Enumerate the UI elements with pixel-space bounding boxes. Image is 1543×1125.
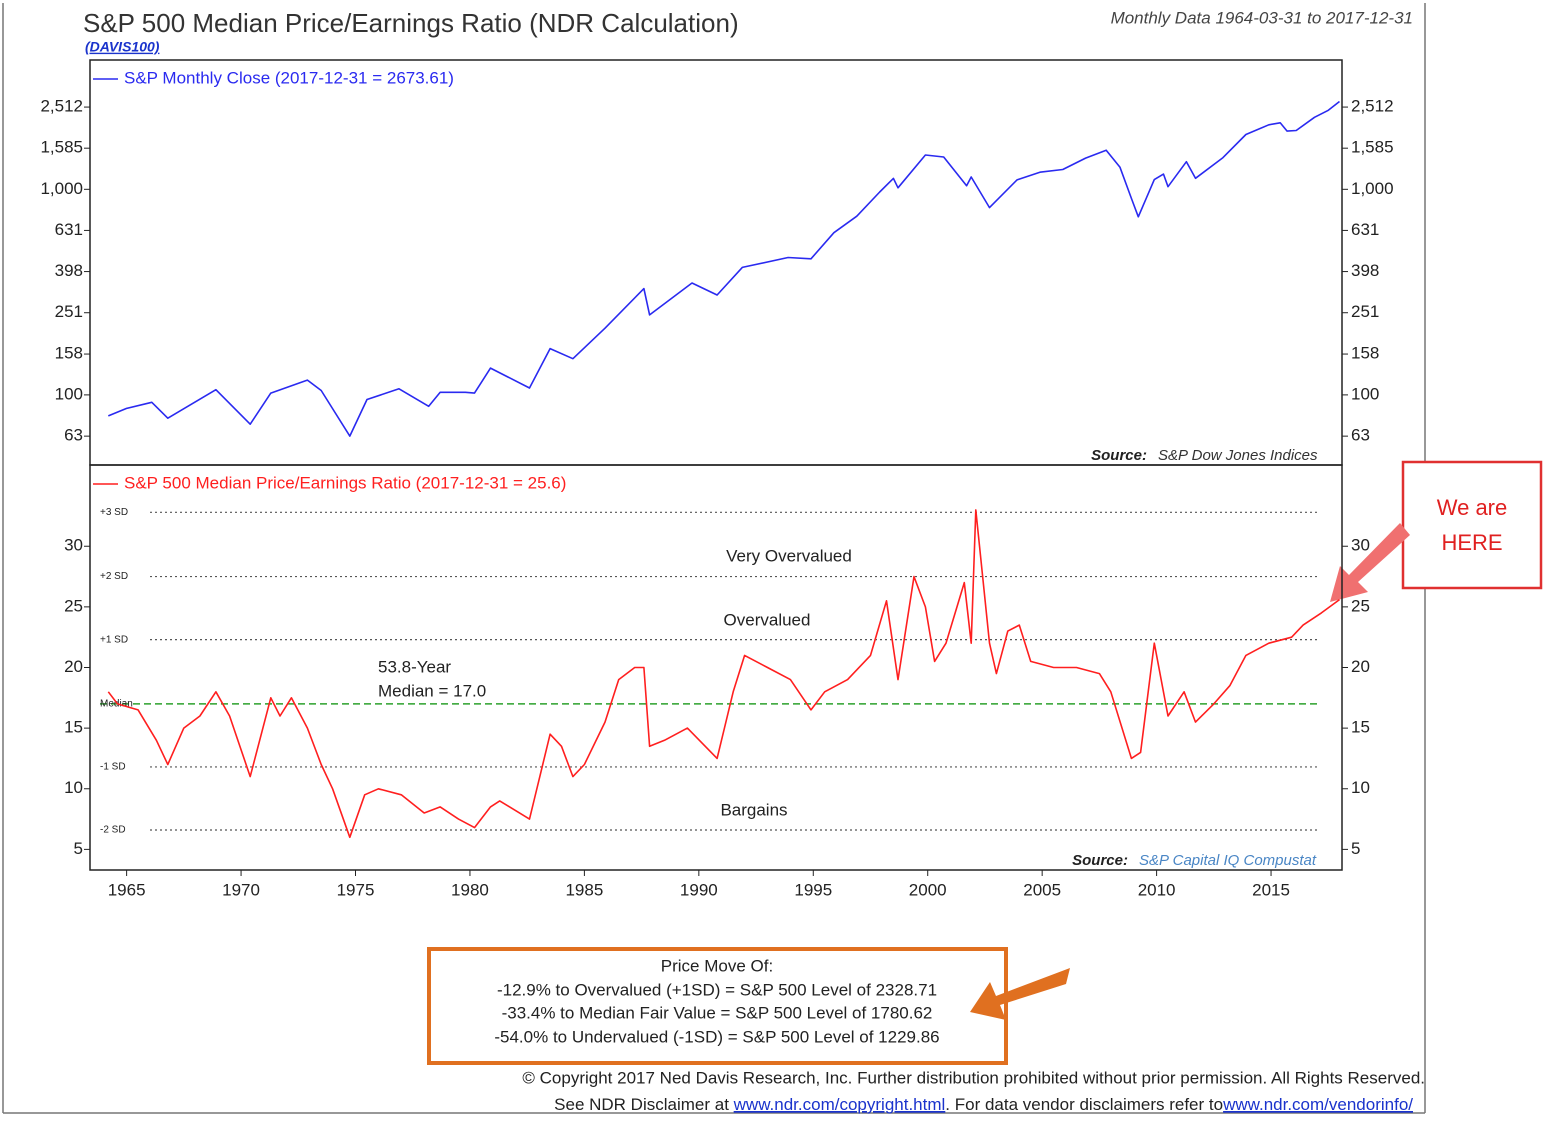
link[interactable]: www.ndr.com/copyright.html (733, 1095, 946, 1114)
y-tick-label: 10 (1351, 778, 1370, 797)
y-tick-label: 25 (1351, 596, 1370, 615)
source-text: S&P Capital IQ Compustat (1139, 852, 1317, 869)
frame (2, 3, 1426, 1114)
x-tick-label: 1980 (451, 880, 489, 899)
y-tick-label: 631 (1351, 220, 1379, 239)
link[interactable]: www.ndr.com/vendorinfo/ (1222, 1095, 1413, 1114)
zone-label: Very Overvalued (726, 546, 852, 565)
title: S&P 500 Median Price/Earnings Ratio (NDR… (83, 8, 739, 38)
median-note: Median = 17.0 (378, 681, 486, 700)
y-tick-label: 1,585 (40, 138, 83, 157)
y-tick-label: 20 (64, 657, 83, 676)
callout-text: HERE (1441, 530, 1502, 555)
y-tick-label: 63 (64, 426, 83, 445)
callout-text: We are (1437, 495, 1508, 520)
y-tick-label: 158 (55, 344, 83, 363)
zone-label: Overvalued (724, 610, 811, 629)
y-tick-label: 100 (55, 384, 83, 403)
pink-arrow (1330, 523, 1410, 602)
price-move-line: -54.0% to Undervalued (-1SD) = S&P 500 L… (494, 1027, 939, 1046)
series-line (107, 509, 1340, 839)
x-tick-label: 1995 (794, 880, 832, 899)
y-tick-label: 398 (1351, 261, 1379, 280)
x-tick-label: 1990 (680, 880, 718, 899)
y-tick-label: 30 (64, 536, 83, 555)
y-tick-label: 63 (1351, 426, 1370, 445)
y-tick-label: 158 (1351, 344, 1379, 363)
legend-label: S&P Monthly Close (2017-12-31 = 2673.61) (124, 68, 454, 87)
x-tick-label: 1985 (565, 880, 603, 899)
y-tick-label: 20 (1351, 657, 1370, 676)
plot-frame (89, 59, 1343, 466)
y-tick-label: 15 (64, 718, 83, 737)
y-tick-label: 251 (55, 302, 83, 321)
y-tick-label: 10 (64, 778, 83, 797)
x-tick-label: 2010 (1138, 880, 1176, 899)
y-tick-label: 25 (64, 596, 83, 615)
reference-label: Median (100, 699, 133, 710)
y-tick-label: 5 (1351, 839, 1360, 858)
series-line (107, 100, 1340, 437)
y-tick-label: 30 (1351, 536, 1370, 555)
x-tick-label: 2000 (909, 880, 947, 899)
subtitle: (DAVIS100) (85, 39, 160, 55)
disclaimer-text: See NDR Disclaimer at (554, 1095, 734, 1114)
reference-label: +3 SD (100, 507, 128, 518)
price-move-title: Price Move Of: (661, 956, 773, 975)
x-tick-label: 1965 (108, 880, 146, 899)
disclaimer-text: . For data vendor disclaimers refer to (945, 1095, 1223, 1114)
median-note: 53.8-Year (378, 657, 451, 676)
data-range: Monthly Data 1964-03-31 to 2017-12-31 (1111, 8, 1413, 27)
y-tick-label: 2,512 (1351, 97, 1394, 116)
y-tick-label: 251 (1351, 302, 1379, 321)
y-tick-label: 15 (1351, 718, 1370, 737)
legend-label: S&P 500 Median Price/Earnings Ratio (201… (124, 473, 566, 492)
reference-label: -1 SD (100, 762, 126, 773)
x-tick-label: 2015 (1252, 880, 1290, 899)
y-tick-label: 398 (55, 261, 83, 280)
reference-label: +1 SD (100, 634, 128, 645)
copyright: © Copyright 2017 Ned Davis Research, Inc… (522, 1068, 1425, 1087)
reference-label: -2 SD (100, 825, 126, 836)
orange-arrow (970, 968, 1070, 1020)
price-move-box (427, 947, 1008, 1065)
source-label: Source: (1072, 852, 1128, 869)
zone-label: Bargains (720, 800, 787, 819)
y-tick-label: 5 (74, 839, 83, 858)
y-tick-label: 2,512 (40, 97, 83, 116)
callout-box (1401, 460, 1543, 590)
price-move-line: -12.9% to Overvalued (+1SD) = S&P 500 Le… (497, 980, 937, 999)
y-tick-label: 631 (55, 220, 83, 239)
disclaimer: See NDR Disclaimer at www.ndr.com/copyri… (554, 1095, 1413, 1114)
source-text: S&P Dow Jones Indices (1158, 447, 1318, 464)
y-tick-label: 100 (1351, 384, 1379, 403)
x-tick-label: 1970 (222, 880, 260, 899)
source-label: Source: (1091, 447, 1147, 464)
y-tick-label: 1,585 (1351, 138, 1394, 157)
x-tick-label: 2005 (1023, 880, 1061, 899)
y-tick-label: 1,000 (40, 179, 83, 198)
price-move-line: -33.4% to Median Fair Value = S&P 500 Le… (502, 1003, 933, 1022)
y-tick-label: 1,000 (1351, 179, 1394, 198)
reference-label: +2 SD (100, 571, 128, 582)
plot-frame (89, 464, 1343, 871)
x-tick-label: 1975 (337, 880, 375, 899)
